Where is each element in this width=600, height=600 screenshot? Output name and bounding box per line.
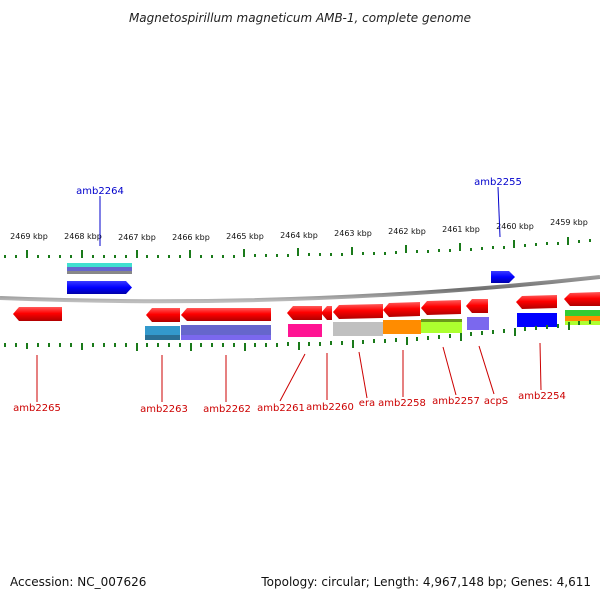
gene-offscreen-right[interactable] [564,292,600,306]
label-amb2263[interactable]: amb2263 [140,404,188,415]
accession-text: Accession: NC_007626 [10,575,146,589]
tick-label: 2463 kbp [334,229,372,238]
tick-label: 2467 kbp [118,233,156,242]
gene-era[interactable] [333,304,383,319]
label-amb2258[interactable]: amb2258 [378,398,426,409]
lower-tick-track [4,320,591,351]
gene-amb2255[interactable] [491,271,515,283]
tick-labels: 2469 kbp 2468 kbp 2467 kbp 2466 kbp 2465… [10,218,588,242]
gene-labels: amb2264 amb2255 amb2265 amb2263 amb2262 … [13,177,566,415]
domain-block-acpS [467,317,489,330]
tick-label: 2460 kbp [496,222,534,231]
domain-block [67,263,132,267]
gene-amb2264[interactable] [67,281,132,294]
domain-annotations [145,310,600,340]
label-amb2260[interactable]: amb2260 [306,402,354,413]
domain-block-amb2261 [288,324,322,337]
gene-amb2261[interactable] [287,306,322,320]
label-acpS[interactable]: acpS [484,396,508,407]
label-amb2262[interactable]: amb2262 [203,404,251,415]
domain-block-amb2257 [421,319,462,333]
upper-major-ticks [26,237,569,258]
tick-label: 2459 kbp [550,218,588,227]
gene-amb2260[interactable] [321,306,332,320]
topology-text: Topology: circular; Length: 4,967,148 bp… [260,575,591,589]
label-era[interactable]: era [359,398,375,409]
domain-block [67,271,132,274]
gene-amb2265[interactable] [13,307,62,321]
tick-label: 2462 kbp [388,227,426,236]
upper-minor-ticks [4,239,591,258]
reverse-strand-genes [67,263,515,294]
tick-label: 2461 kbp [442,225,480,234]
label-amb2254[interactable]: amb2254 [518,391,566,402]
label-amb2255[interactable]: amb2255 [474,177,522,188]
gene-amb2263[interactable] [146,308,180,322]
gene-acpS[interactable] [466,299,488,313]
gene-amb2254[interactable] [516,295,557,309]
domain-block-right [565,310,600,316]
tick-label: 2469 kbp [10,232,48,241]
label-leaders [36,186,542,402]
gene-amb2264-domains[interactable] [67,263,132,274]
label-amb2264[interactable]: amb2264 [76,186,124,197]
genome-title: Magnetospirillum magneticum AMB-1, compl… [129,11,471,25]
domain-block-era [333,322,383,336]
upper-tick-track: 2469 kbp 2468 kbp 2467 kbp 2466 kbp 2465… [4,218,591,258]
domain-block-amb2258 [383,320,421,334]
tick-label: 2466 kbp [172,233,210,242]
tick-label: 2464 kbp [280,231,318,240]
domain-block-amb2254 [517,313,557,327]
tick-label: 2468 kbp [64,232,102,241]
label-amb2261[interactable]: amb2261 [257,403,305,414]
label-amb2265[interactable]: amb2265 [13,403,61,414]
gene-amb2262[interactable] [181,308,271,321]
gene-amb2258[interactable] [383,302,420,317]
tick-label: 2465 kbp [226,232,264,241]
domain-block [67,267,132,271]
gene-amb2257[interactable] [421,300,461,315]
label-amb2257[interactable]: amb2257 [432,396,480,407]
forward-strand-genes [13,292,600,322]
genome-backbone [0,275,600,304]
